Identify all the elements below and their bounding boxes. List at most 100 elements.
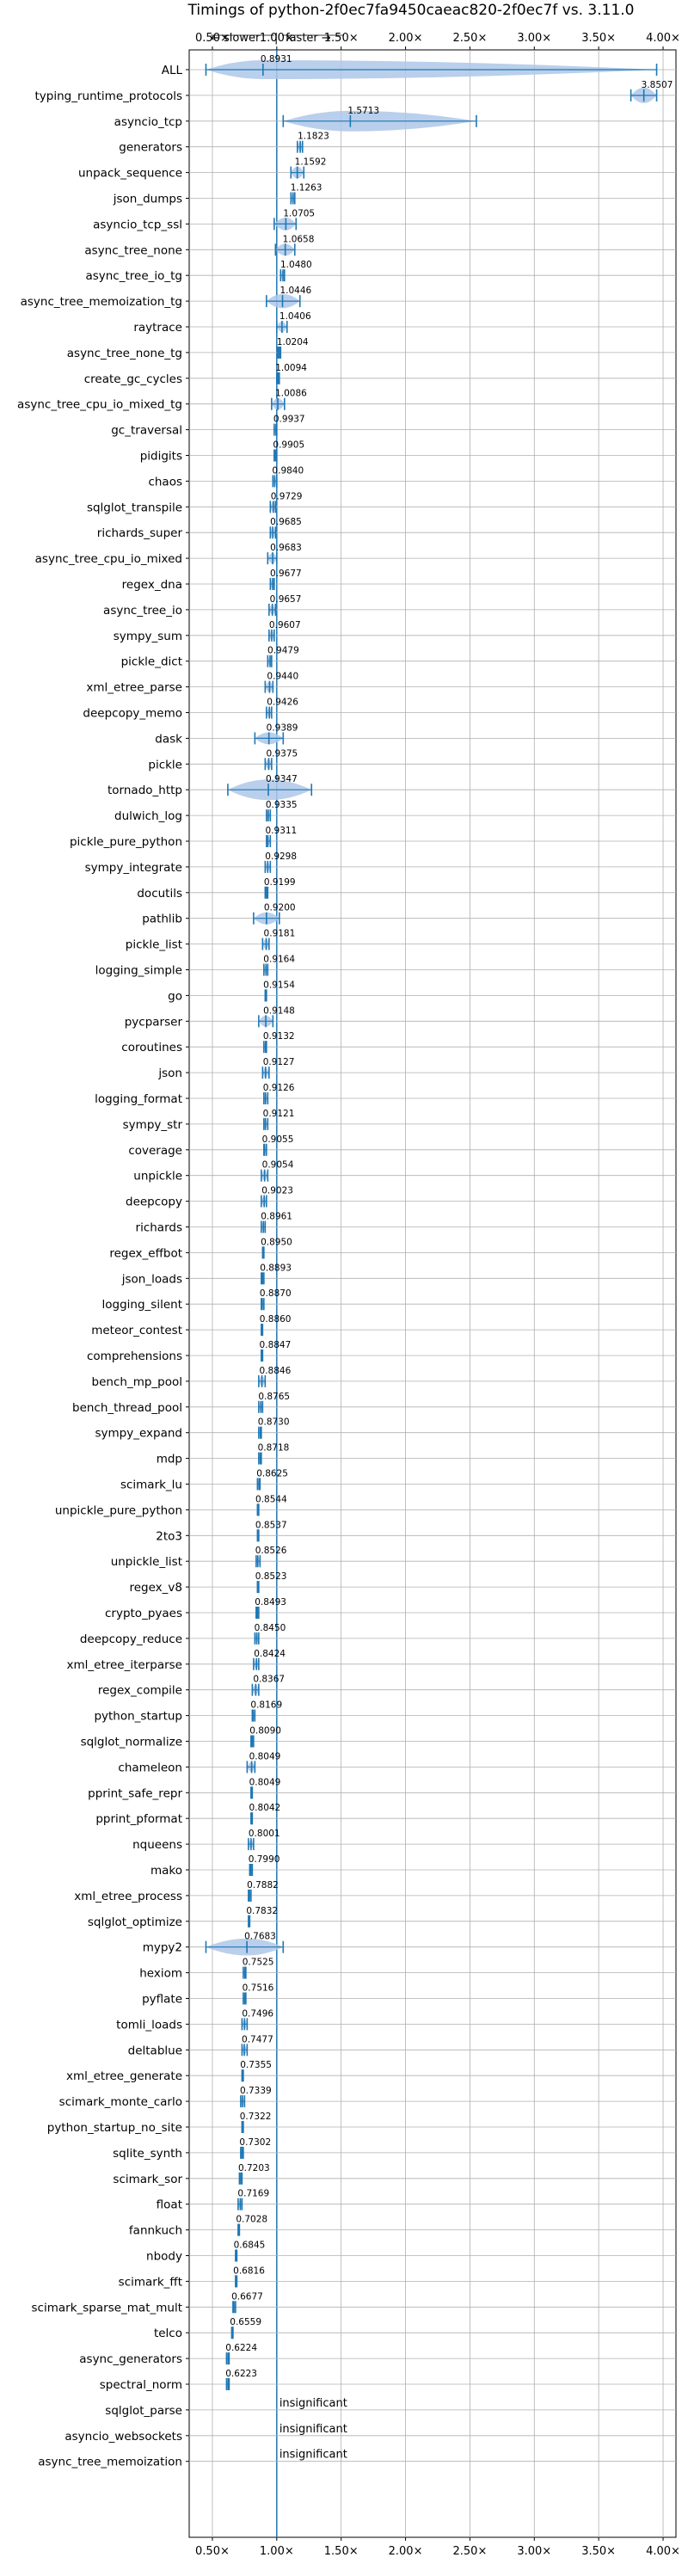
value-label: 0.9677 [270, 569, 302, 579]
benchmark-row: unpickle 0.9054 [133, 1160, 676, 1183]
benchmark-name: pathlib [142, 913, 182, 926]
benchmark-name: deltablue [128, 2044, 182, 2057]
benchmark-row: deepcopy_memo 0.9426 [83, 698, 676, 721]
value-label: 1.0480 [280, 260, 312, 270]
benchmark-name: comprehensions [87, 1349, 182, 1363]
benchmark-name: async_tree_memoization_tg [21, 295, 182, 309]
value-label: 0.9126 [263, 1083, 295, 1093]
benchmark-name: async_tree_io [103, 604, 182, 618]
benchmark-name: xml_etree_parse [86, 681, 182, 695]
benchmark-name: async_tree_memoization [38, 2456, 182, 2469]
bottom-tick-label: 2.00× [389, 2545, 423, 2558]
value-label: 0.8544 [255, 1494, 287, 1504]
value-label: 0.9937 [273, 415, 305, 425]
benchmark-row: json_dumps 1.1263 [113, 183, 676, 206]
plot-area [188, 49, 677, 2538]
benchmark-row: nqueens 0.8001 [132, 1829, 676, 1852]
value-label: 0.8931 [261, 54, 292, 65]
value-label: 0.7990 [249, 1854, 280, 1865]
benchmark-name: logging_simple [95, 964, 182, 978]
benchmark-row: go 0.9154 [168, 980, 676, 1003]
value-label: 0.9375 [266, 748, 298, 759]
benchmark-name: scimark_lu [120, 1479, 182, 1492]
value-label: 0.9311 [266, 826, 298, 836]
benchmark-row: spectral_norm 0.6223 [100, 2369, 676, 2392]
value-label: 0.8049 [249, 1751, 281, 1761]
benchmark-name: regex_compile [98, 1684, 182, 1698]
top-tick-label: 2.00× [389, 32, 423, 45]
benchmark-name: async_tree_io_tg [85, 269, 182, 283]
benchmark-name: sympy_sum [114, 630, 182, 643]
value-label: 0.8169 [250, 1700, 282, 1711]
benchmark-name: async_generators [79, 2352, 182, 2366]
benchmark-name: scimark_sor [113, 2173, 182, 2186]
benchmark-row: json 0.9127 [157, 1057, 676, 1080]
value-label: 0.6559 [230, 2317, 261, 2327]
benchmark-name: pickle_dict [121, 655, 182, 669]
benchmark-name: ALL [162, 64, 183, 77]
value-label: 0.9298 [265, 851, 297, 862]
value-label: 0.8042 [249, 1803, 281, 1813]
benchmark-name: coroutines [121, 1041, 182, 1054]
benchmark-name: pickle_list [126, 938, 182, 952]
top-tick-label: 3.50× [581, 32, 616, 45]
benchmark-row: pickle_dict 0.9479 [121, 646, 676, 669]
bottom-tick-label: 2.50× [453, 2545, 488, 2558]
benchmark-name: meteor_contest [91, 1324, 182, 1337]
value-label: 0.8718 [258, 1443, 290, 1454]
benchmark-name: spectral_norm [100, 2378, 182, 2392]
benchmark-row: deltablue 0.7477 [128, 2034, 676, 2057]
benchmark-name: python_startup [94, 1710, 182, 1724]
benchmark-row: raytrace 1.0406 [133, 311, 676, 335]
benchmark-name: asyncio_tcp_ssl [93, 218, 182, 231]
chart-title: Timings of python-2f0ec7fa9450caeac820-2… [187, 2, 635, 19]
benchmark-name: asyncio_tcp [114, 115, 182, 129]
value-label: 0.7832 [246, 1906, 278, 1916]
value-label: 1.0705 [283, 208, 315, 218]
benchmark-row: pycparser 0.9148 [125, 1005, 676, 1029]
benchmark-row: crypto_pyaes 0.8493 [105, 1597, 676, 1620]
value-label: 0.7477 [242, 2034, 273, 2044]
benchmark-name: coverage [128, 1144, 182, 1158]
benchmark-row: pickle_pure_python 0.9311 [70, 826, 676, 849]
benchmark-name: xml_etree_generate [66, 2069, 182, 2083]
value-label: 0.7028 [236, 2215, 267, 2225]
value-label: 0.9335 [266, 800, 298, 810]
benchmark-name: sympy_integrate [85, 861, 182, 875]
benchmark-row: async_tree_io 0.9657 [103, 594, 676, 618]
plot-border [188, 49, 677, 2538]
value-label: 1.5713 [347, 106, 379, 116]
value-label: 0.9607 [269, 620, 301, 630]
benchmark-name: telco [154, 2327, 182, 2340]
value-label: 0.8493 [255, 1597, 286, 1608]
benchmark-row: richards_super 0.9685 [97, 517, 676, 540]
benchmark-name: nqueens [132, 1838, 182, 1852]
benchmark-name: generators [119, 141, 182, 155]
value-label: 1.0658 [283, 234, 315, 244]
benchmark-row: telco 0.6559 [154, 2317, 676, 2340]
value-label: 0.8765 [258, 1392, 290, 1402]
benchmark-row: pprint_safe_repr 0.8049 [88, 1777, 676, 1800]
benchmark-row: json_loads 0.8893 [121, 1263, 676, 1286]
value-label: 0.9683 [270, 543, 302, 553]
benchmark-name: chameleon [118, 1761, 182, 1774]
value-label: 0.8846 [260, 1366, 292, 1376]
benchmark-row: chaos 0.9840 [148, 465, 676, 489]
benchmark-name: mypy2 [143, 1941, 182, 1955]
benchmark-name: sqlglot_normalize [81, 1736, 182, 1749]
benchmark-row: python_startup_no_site 0.7322 [47, 2112, 676, 2135]
benchmark-name: richards [136, 1221, 182, 1235]
benchmark-row: coroutines 0.9132 [121, 1031, 676, 1054]
value-label: 0.7302 [239, 2137, 271, 2148]
benchmark-name: crypto_pyaes [105, 1607, 182, 1620]
value-label: 1.0406 [280, 311, 311, 322]
benchmark-row: ALL 0.8931 [162, 54, 676, 79]
bottom-tick-label: 1.00× [260, 2545, 294, 2558]
value-label: 0.7525 [243, 1958, 274, 1968]
value-label: 0.6816 [233, 2266, 265, 2276]
benchmark-name: tomli_loads [116, 2018, 182, 2032]
benchmark-name: tornado_http [108, 784, 182, 797]
value-label: 0.7355 [240, 2060, 272, 2070]
benchmark-row: scimark_monte_carlo 0.7339 [59, 2086, 676, 2109]
value-label: 0.9347 [266, 774, 298, 784]
